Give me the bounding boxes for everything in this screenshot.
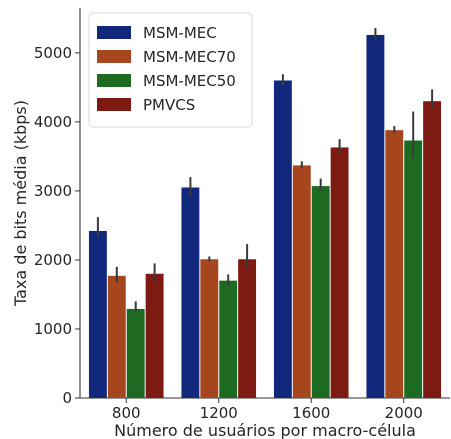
y-tick-label: 4000 [34, 113, 72, 131]
bar-msm-mec70-1200 [200, 259, 219, 398]
bar-pmvcs-1600 [330, 147, 349, 398]
x-axis-title: Número de usuários por macro-célula [114, 421, 416, 439]
legend-swatch [97, 26, 131, 39]
y-tick-label: 0 [62, 389, 72, 407]
y-axis-title: Taxa de bits média (kbps) [11, 100, 30, 307]
y-tick-label: 1000 [34, 320, 72, 338]
legend-label: MSM-MEC50 [143, 72, 236, 90]
legend-swatch [97, 98, 131, 111]
y-tick-label: 5000 [34, 44, 72, 62]
legend-swatch [97, 74, 131, 87]
bar-msm-mec50-1200 [219, 280, 238, 398]
axes: 0 1000 2000 3000 4000 5000 800 1200 1600 2000 [34, 8, 450, 422]
legend: MSM-MEC MSM-MEC70 MSM-MEC50 PMVCS [88, 12, 253, 128]
bars [88, 34, 442, 399]
legend-label: MSM-MEC70 [143, 48, 236, 66]
legend-label: PMVCS [143, 96, 195, 114]
bar-msm-mec-2000 [366, 34, 385, 399]
bar-pmvcs-2000 [423, 101, 442, 398]
legend-label: MSM-MEC [143, 24, 217, 42]
bar-msm-mec70-1600 [292, 165, 311, 398]
legend-swatch [97, 50, 131, 63]
bar-pmvcs-800 [145, 273, 164, 398]
bar-msm-mec70-800 [107, 275, 126, 398]
x-tick-label: 1600 [292, 404, 330, 422]
bar-msm-mec50-1600 [311, 186, 330, 398]
y-tick-label: 2000 [34, 251, 72, 269]
x-tick-label: 1200 [200, 404, 238, 422]
error-bars [96, 28, 434, 314]
bar-msm-mec-1600 [273, 80, 292, 398]
bar-msm-mec-1200 [181, 187, 200, 398]
bar-msm-mec50-2000 [404, 140, 423, 398]
bar-msm-mec-800 [88, 230, 107, 398]
x-tick-label: 2000 [385, 404, 423, 422]
y-tick-label: 3000 [34, 182, 72, 200]
bar-msm-mec50-800 [126, 308, 145, 398]
x-tick-label: 800 [112, 404, 141, 422]
bar-msm-mec70-2000 [385, 130, 404, 398]
bar-pmvcs-1200 [238, 259, 257, 398]
